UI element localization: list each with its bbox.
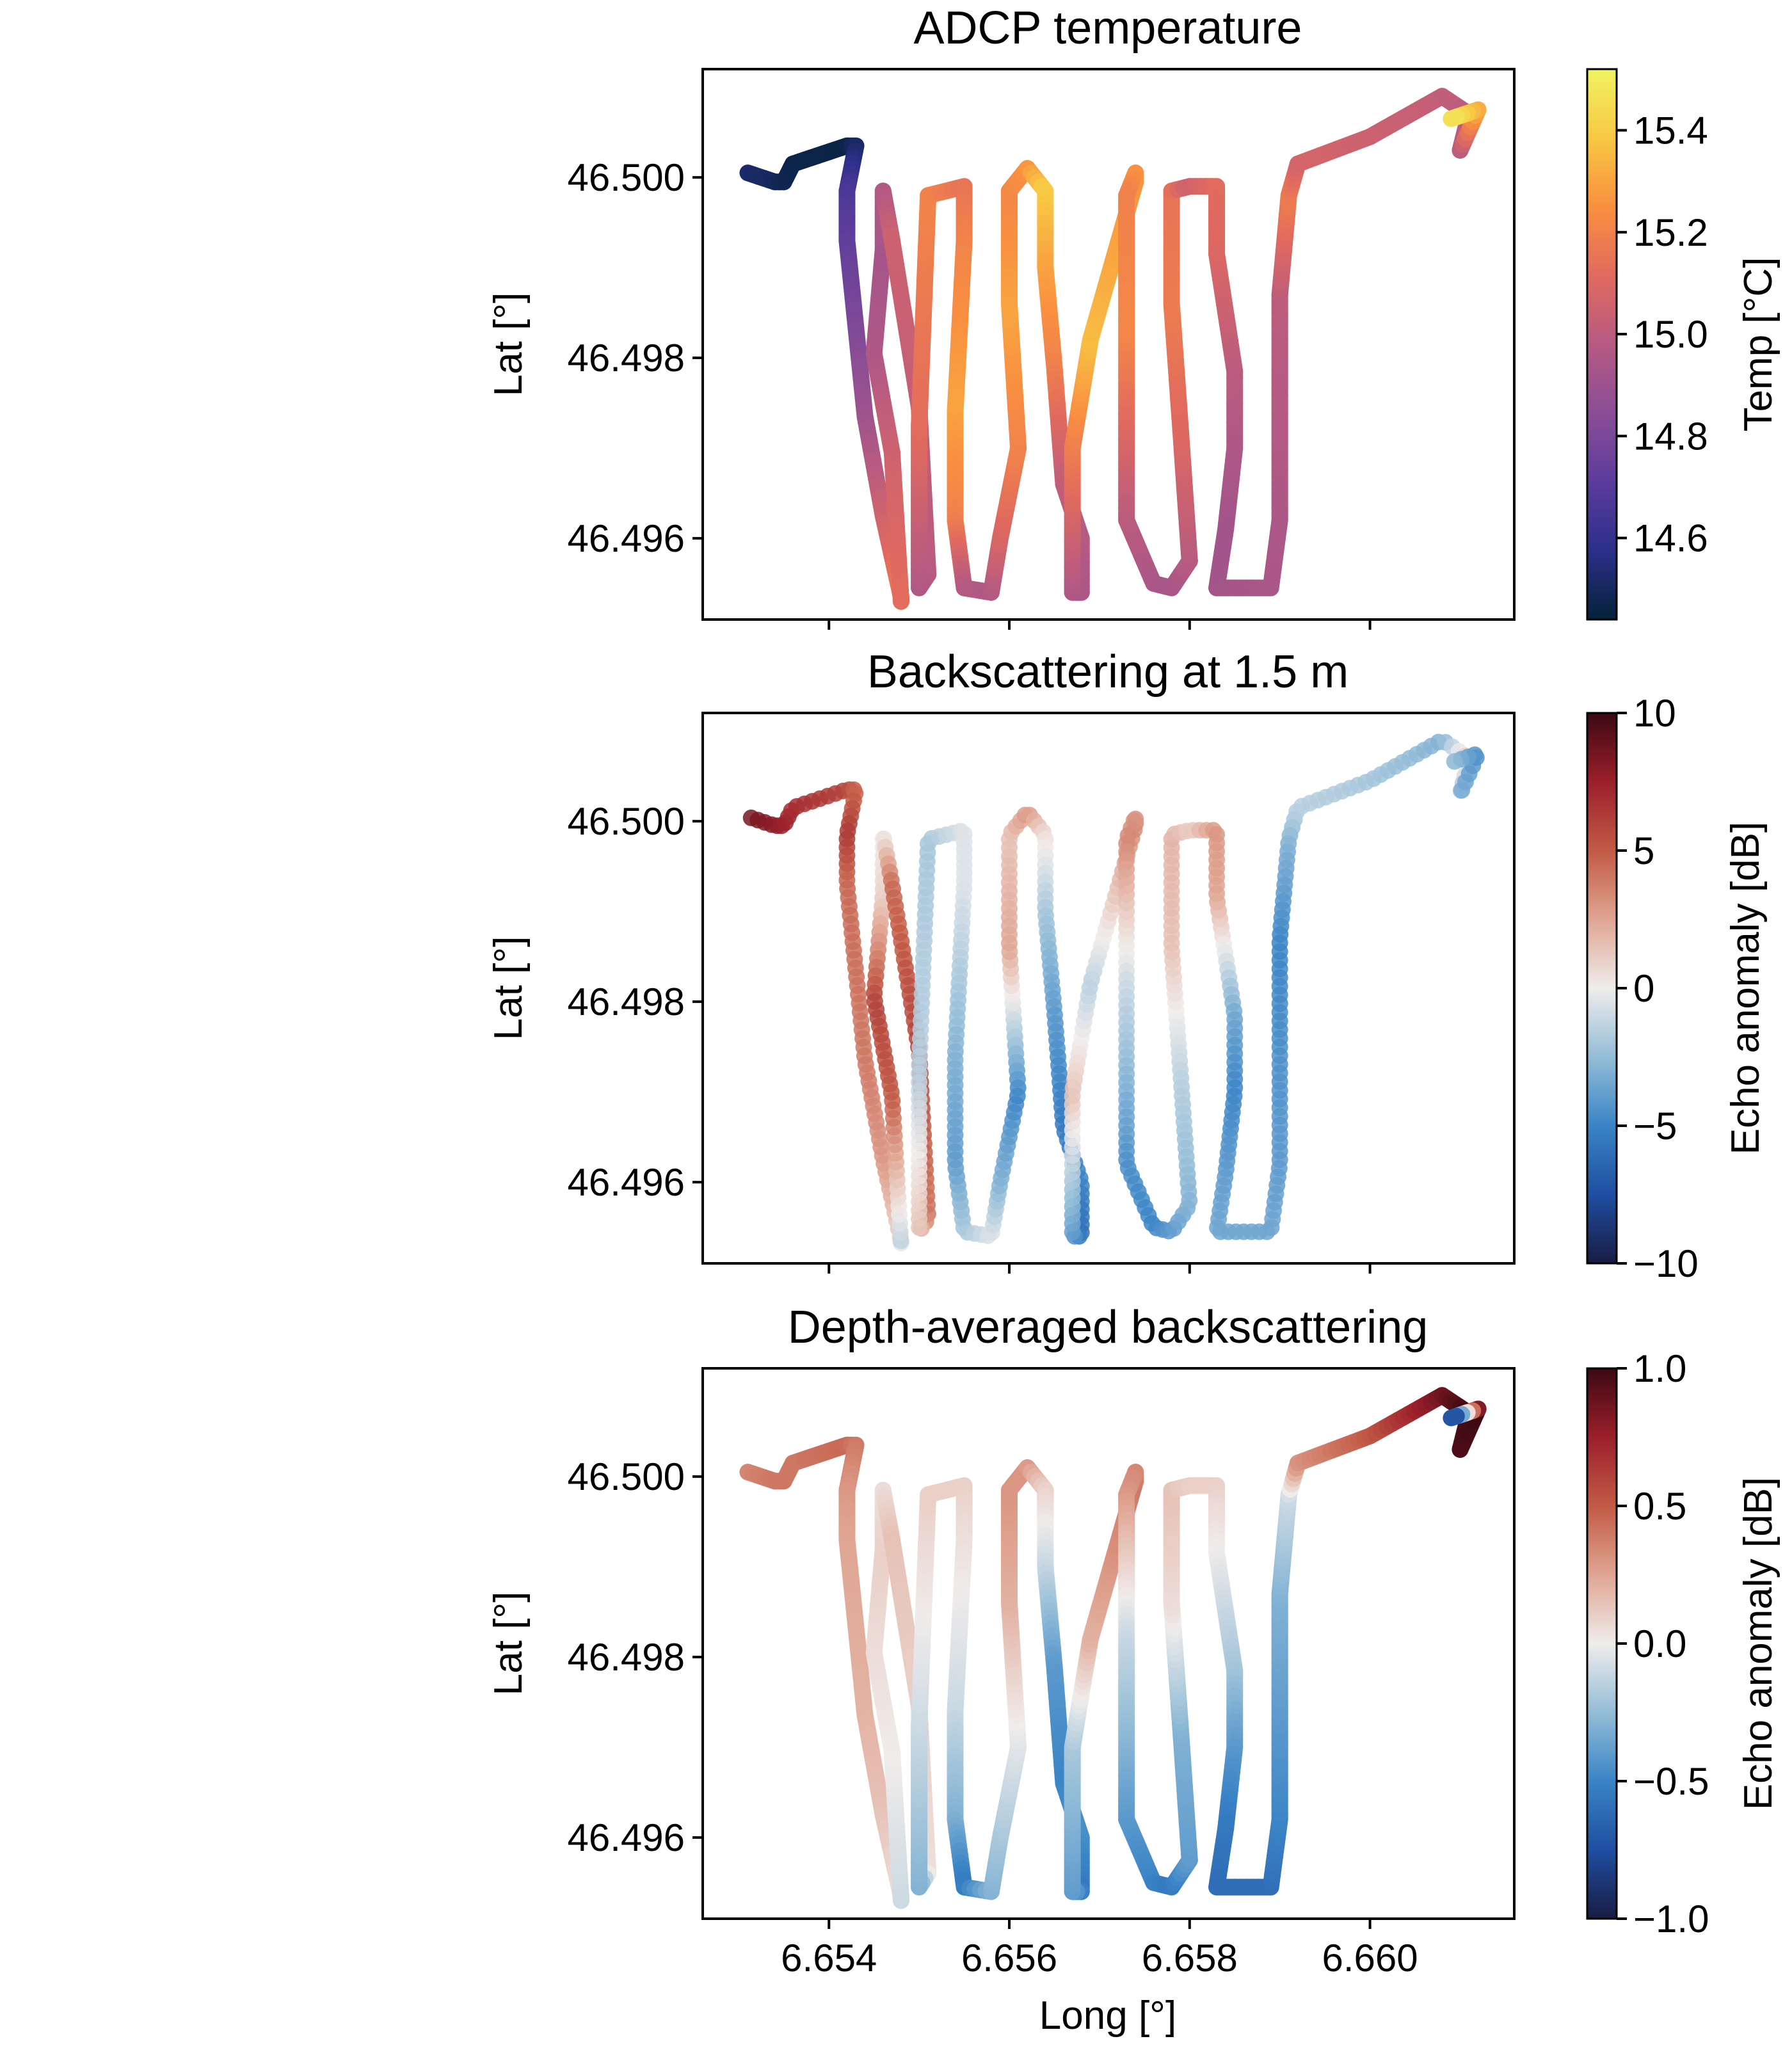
x-axis: 6.654 6.656 6.658 6.660 [781,1919,1418,1980]
track-point [1446,753,1463,770]
y-tick-label: 46.496 [567,1161,685,1204]
ship-track [739,1387,1487,1909]
colorbar-label: Echo anomaly [dB] [1724,822,1768,1155]
plot-frame [701,1367,1516,1920]
chart-title: Backscattering at 1.5 m [867,646,1348,698]
x-axis-label: Long [°] [1039,1994,1176,2038]
x-tick-label: 6.654 [781,1937,877,1980]
y-axis-label: Lat [°] [486,1592,531,1696]
y-tick-label: 46.500 [567,800,685,843]
y-axis-label: Lat [°] [486,936,531,1041]
colorbar [1586,1367,1618,1920]
colorbar-tick-label: 5 [1633,829,1654,872]
colorbar-tick-label: 14.6 [1633,517,1708,560]
colorbar-tick-label: −5 [1633,1105,1677,1148]
colorbar-label: Echo anomaly [dB] [1736,1477,1780,1810]
y-tick-label: 46.496 [567,517,685,560]
panel-adcp-temperature: ADCP temperature 46.496 46.498 46.500 Lat … [486,3,1780,630]
panel-depth-averaged-backscattering: Depth-averaged backscattering 6.654 6.656… [486,1302,1780,2038]
colorbar-tick-label: −1.0 [1633,1898,1709,1940]
colorbar-tick-label: 14.8 [1633,415,1708,458]
colorbar-tick-label: −0.5 [1633,1760,1709,1803]
y-tick-label: 46.500 [567,156,685,199]
y-tick-label: 46.498 [567,980,685,1023]
colorbar [1586,712,1618,1265]
colorbar-tick-label: 10 [1633,692,1676,735]
plot-frame [701,68,1516,621]
colorbar-tick-label: 15.4 [1633,109,1708,152]
colorbar-tick-label: 15.0 [1633,313,1708,356]
y-tick-label: 46.498 [567,337,685,380]
colorbar-tick-label: 1.0 [1633,1347,1686,1390]
track-segment [1443,1407,1465,1427]
colorbar-tick-label: 0.5 [1633,1485,1686,1528]
y-tick-label: 46.498 [567,1636,685,1679]
colorbar-ticks: −10 −5 0 5 10 [1617,692,1699,1285]
plot-frame [701,712,1516,1265]
x-tick-label: 6.656 [961,1937,1057,1980]
y-axis: 46.496 46.498 46.500 [567,1455,703,1859]
colorbar-tick-label: −10 [1633,1242,1699,1285]
track-segment [1443,108,1465,127]
ship-track [739,88,1487,610]
x-tick-label: 6.660 [1322,1937,1418,1980]
x-axis [828,1263,1372,1274]
y-axis: 46.496 46.498 46.500 [567,800,703,1204]
x-tick-label: 6.658 [1142,1937,1238,1980]
x-axis [828,620,1372,630]
colorbar-ticks: 14.6 14.8 15.0 15.2 15.4 [1617,109,1708,560]
y-axis: 46.496 46.498 46.500 [567,156,703,560]
colorbar-tick-label: 15.2 [1633,211,1708,254]
chart-title: ADCP temperature [914,3,1302,54]
panel-backscattering-1-5m: Backscattering at 1.5 m 46.496 46.498 46.5… [486,646,1768,1285]
y-tick-label: 46.496 [567,1816,685,1859]
y-tick-label: 46.500 [567,1455,685,1498]
chart-title: Depth-averaged backscattering [788,1302,1428,1353]
colorbar-ticks: −1.0 −0.5 0.0 0.5 1.0 [1617,1347,1709,1940]
colorbar-tick-label: 0.0 [1633,1622,1686,1665]
colorbar-label: Temp [°C] [1736,257,1780,432]
colorbar [1586,68,1618,621]
colorbar-tick-label: 0 [1633,967,1654,1010]
y-axis-label: Lat [°] [486,292,531,397]
ship-track [742,733,1485,1252]
